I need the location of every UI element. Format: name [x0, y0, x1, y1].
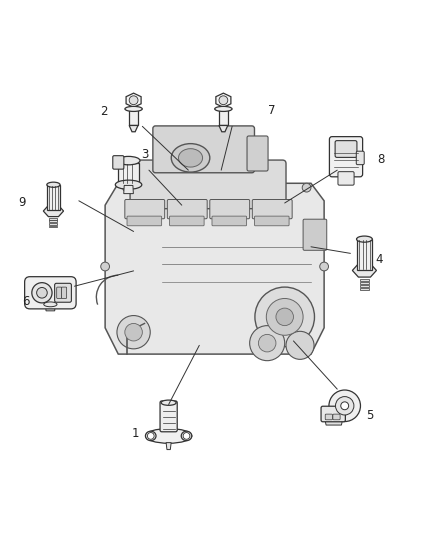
Ellipse shape	[145, 429, 192, 443]
FancyBboxPatch shape	[252, 199, 292, 219]
Ellipse shape	[125, 107, 142, 111]
FancyBboxPatch shape	[170, 216, 204, 226]
Ellipse shape	[117, 156, 140, 165]
Circle shape	[341, 402, 349, 410]
Circle shape	[320, 262, 328, 271]
FancyBboxPatch shape	[338, 172, 354, 185]
Text: 1: 1	[132, 427, 140, 440]
Polygon shape	[166, 442, 171, 449]
Ellipse shape	[115, 180, 142, 189]
Circle shape	[329, 390, 360, 422]
FancyBboxPatch shape	[130, 160, 286, 209]
Polygon shape	[124, 185, 133, 193]
Polygon shape	[105, 183, 324, 354]
FancyBboxPatch shape	[212, 216, 247, 226]
Ellipse shape	[171, 143, 210, 172]
Polygon shape	[216, 93, 231, 107]
Text: 5: 5	[367, 409, 374, 422]
FancyBboxPatch shape	[356, 151, 364, 165]
Circle shape	[255, 287, 314, 346]
Polygon shape	[49, 225, 57, 228]
FancyBboxPatch shape	[333, 414, 340, 420]
Circle shape	[148, 433, 154, 439]
FancyBboxPatch shape	[160, 401, 177, 432]
Circle shape	[183, 433, 190, 439]
FancyBboxPatch shape	[303, 219, 327, 251]
Polygon shape	[219, 110, 228, 125]
Text: 8: 8	[378, 152, 385, 166]
Polygon shape	[360, 288, 369, 290]
Ellipse shape	[145, 431, 156, 441]
Polygon shape	[129, 110, 138, 125]
Text: 3: 3	[141, 148, 148, 161]
Polygon shape	[118, 163, 139, 183]
Circle shape	[258, 334, 276, 352]
FancyBboxPatch shape	[167, 199, 207, 219]
Circle shape	[276, 308, 293, 326]
Ellipse shape	[357, 236, 372, 242]
FancyBboxPatch shape	[25, 277, 76, 309]
Polygon shape	[357, 239, 372, 270]
Text: 4: 4	[375, 253, 383, 266]
Text: 2: 2	[100, 104, 108, 117]
FancyBboxPatch shape	[57, 287, 62, 298]
Polygon shape	[47, 185, 60, 211]
FancyBboxPatch shape	[113, 156, 124, 169]
Ellipse shape	[215, 107, 232, 111]
FancyBboxPatch shape	[55, 284, 71, 302]
Polygon shape	[325, 420, 343, 425]
Polygon shape	[219, 125, 228, 132]
FancyBboxPatch shape	[125, 199, 165, 219]
Polygon shape	[360, 285, 369, 287]
Text: 9: 9	[18, 197, 26, 209]
Circle shape	[117, 316, 150, 349]
Ellipse shape	[44, 302, 57, 307]
FancyBboxPatch shape	[210, 199, 250, 219]
FancyBboxPatch shape	[254, 216, 289, 226]
Circle shape	[266, 298, 303, 335]
FancyBboxPatch shape	[325, 414, 332, 420]
FancyBboxPatch shape	[61, 287, 67, 298]
Polygon shape	[126, 93, 141, 107]
Ellipse shape	[47, 182, 60, 187]
Polygon shape	[49, 218, 57, 220]
Polygon shape	[49, 221, 57, 222]
Circle shape	[32, 282, 52, 303]
Ellipse shape	[161, 400, 176, 405]
Text: 6: 6	[21, 295, 29, 308]
Circle shape	[250, 326, 285, 361]
Polygon shape	[129, 125, 138, 132]
Polygon shape	[360, 279, 369, 281]
FancyBboxPatch shape	[247, 136, 268, 171]
Circle shape	[286, 332, 314, 359]
Circle shape	[125, 324, 142, 341]
Circle shape	[101, 262, 110, 271]
FancyBboxPatch shape	[321, 406, 345, 422]
FancyBboxPatch shape	[329, 136, 363, 177]
Polygon shape	[352, 264, 376, 277]
Polygon shape	[46, 304, 55, 311]
FancyBboxPatch shape	[127, 216, 162, 226]
Polygon shape	[360, 281, 369, 284]
Polygon shape	[43, 205, 64, 216]
Circle shape	[219, 96, 228, 104]
Circle shape	[336, 397, 354, 415]
Ellipse shape	[181, 431, 192, 441]
Circle shape	[123, 183, 131, 192]
Ellipse shape	[179, 149, 202, 167]
FancyBboxPatch shape	[153, 126, 254, 173]
Circle shape	[302, 183, 311, 192]
Circle shape	[129, 96, 138, 104]
Text: 7: 7	[268, 103, 276, 117]
FancyBboxPatch shape	[335, 141, 357, 157]
Polygon shape	[49, 223, 57, 225]
Circle shape	[37, 287, 47, 298]
